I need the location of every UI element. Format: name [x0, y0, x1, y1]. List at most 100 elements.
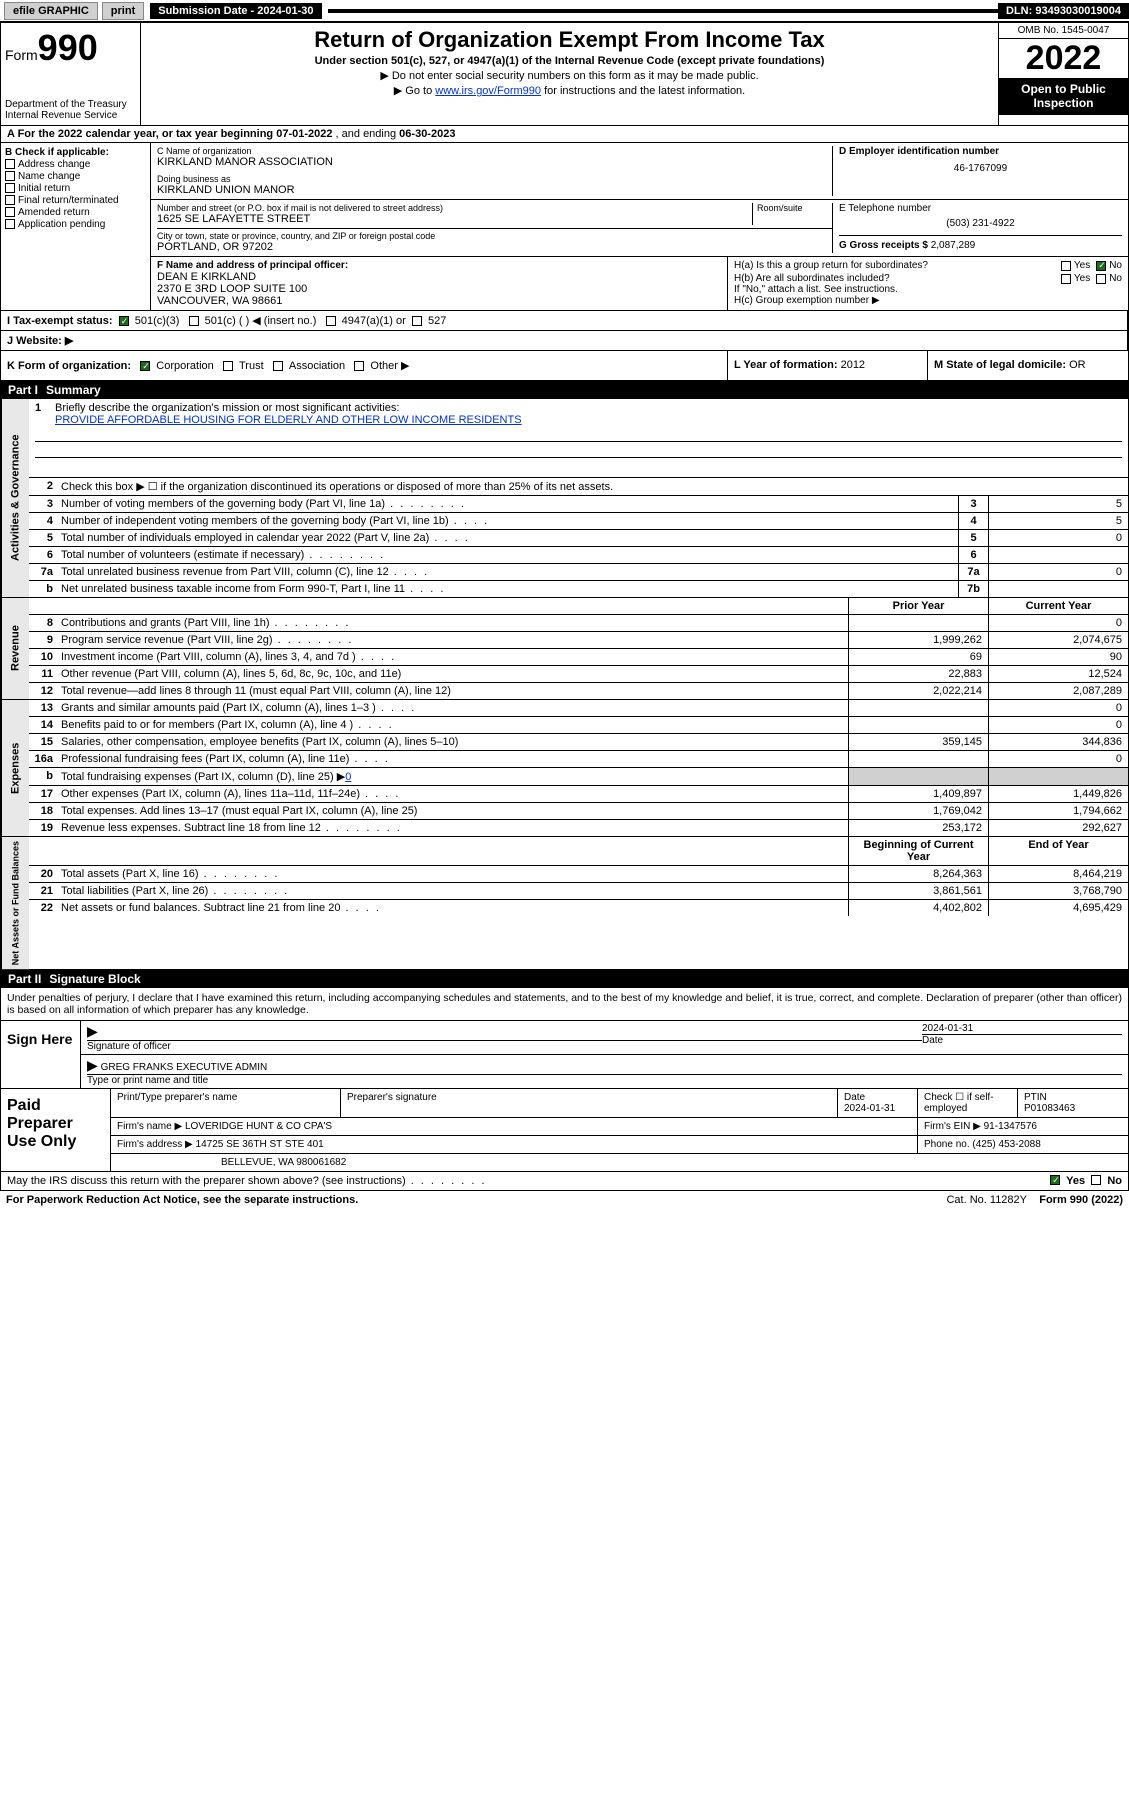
- chk-trust[interactable]: [223, 361, 233, 371]
- street-label: Number and street (or P.O. box if mail i…: [157, 203, 752, 213]
- form-header: Form990 Department of the Treasury Inter…: [0, 22, 1129, 126]
- line14-label: Benefits paid to or for members (Part IX…: [57, 717, 848, 733]
- line8-curr: 0: [988, 615, 1128, 631]
- line9-label: Program service revenue (Part VIII, line…: [57, 632, 848, 648]
- form-number: 990: [38, 27, 98, 68]
- dept-label: Department of the Treasury: [5, 99, 136, 110]
- top-toolbar: efile GRAPHIC print Submission Date - 20…: [0, 0, 1129, 22]
- chk-application-pending[interactable]: [5, 219, 15, 229]
- chk-other[interactable]: [354, 361, 364, 371]
- side-net-assets: Net Assets or Fund Balances: [1, 837, 29, 969]
- line21-label: Total liabilities (Part X, line 26): [57, 883, 848, 899]
- check-if-applicable: B Check if applicable: Address change Na…: [1, 143, 151, 310]
- lab-other: Other ▶: [370, 360, 409, 372]
- line21-prior: 3,861,561: [848, 883, 988, 899]
- tax-year-row: A For the 2022 calendar year, or tax yea…: [0, 126, 1129, 143]
- cat-number: Cat. No. 11282Y: [946, 1194, 1027, 1206]
- prep-date-value: 2024-01-31: [844, 1103, 895, 1114]
- city-label: City or town, state or province, country…: [157, 231, 832, 241]
- chk-name-change[interactable]: [5, 171, 15, 181]
- org-name: KIRKLAND MANOR ASSOCIATION: [157, 156, 832, 168]
- hb-label: H(b) Are all subordinates included?: [734, 273, 1061, 284]
- line12-curr: 2,087,289: [988, 683, 1128, 699]
- line1-value: PROVIDE AFFORDABLE HOUSING FOR ELDERLY A…: [55, 414, 1122, 426]
- line5-value: 0: [988, 530, 1128, 546]
- chk-initial-return[interactable]: [5, 183, 15, 193]
- lab-501c3: 501(c)(3): [135, 315, 180, 327]
- m-value: OR: [1069, 359, 1086, 371]
- chk-ha-yes[interactable]: [1061, 261, 1071, 271]
- note-link-pre: ▶ Go to: [394, 85, 435, 97]
- line18-curr: 1,794,662: [988, 803, 1128, 819]
- website-label: J Website: ▶: [7, 334, 73, 347]
- chk-final-return[interactable]: [5, 195, 15, 205]
- row-a-mid: , and ending: [336, 128, 400, 140]
- part-1-name: Part I: [8, 383, 46, 397]
- lab-initial-return: Initial return: [18, 183, 70, 194]
- firm-addr1-value: 14725 SE 36TH ST STE 401: [196, 1139, 324, 1150]
- chk-ha-no[interactable]: [1096, 261, 1106, 271]
- year-block: OMB No. 1545-0047 2022 Open to Public In…: [998, 23, 1128, 125]
- chk-501c[interactable]: [189, 316, 199, 326]
- chk-discuss-no[interactable]: [1091, 1175, 1101, 1185]
- phone-value: (503) 231-4922: [839, 218, 1122, 229]
- entity-details: C Name of organization KIRKLAND MANOR AS…: [151, 143, 1128, 310]
- line8-prior: [848, 615, 988, 631]
- hb-note: If "No," attach a list. See instructions…: [734, 284, 1122, 295]
- line14-curr: 0: [988, 717, 1128, 733]
- officer-addr1: 2370 E 3RD LOOP SUITE 100: [157, 283, 721, 295]
- omb-number: OMB No. 1545-0047: [999, 23, 1128, 39]
- phone-label: E Telephone number: [839, 203, 1122, 214]
- side-revenue: Revenue: [1, 598, 29, 699]
- tax-exempt-row: I Tax-exempt status: 501(c)(3) 501(c) ( …: [0, 311, 1129, 331]
- city-value: PORTLAND, OR 97202: [157, 241, 832, 253]
- sig-date-value: 2024-01-31: [922, 1023, 973, 1034]
- part-1-title: Summary: [46, 383, 101, 397]
- lab-corp: Corporation: [156, 360, 213, 372]
- form-number-block: Form990 Department of the Treasury Inter…: [1, 23, 141, 125]
- chk-discuss-yes[interactable]: [1050, 1175, 1060, 1185]
- line9-prior: 1,999,262: [848, 632, 988, 648]
- paperwork-footer: For Paperwork Reduction Act Notice, see …: [0, 1191, 1129, 1209]
- line14-prior: [848, 717, 988, 733]
- print-button[interactable]: print: [102, 2, 144, 20]
- irs-link[interactable]: www.irs.gov/Form990: [435, 85, 541, 97]
- chk-assoc[interactable]: [273, 361, 283, 371]
- chk-hb-yes[interactable]: [1061, 274, 1071, 284]
- line4-label: Number of independent voting members of …: [57, 513, 958, 529]
- toolbar-spacer: [328, 9, 998, 13]
- status-i-label: I Tax-exempt status:: [7, 315, 113, 327]
- chk-corp[interactable]: [140, 361, 150, 371]
- arrow-icon-2: ▶: [87, 1057, 98, 1073]
- chk-501c3[interactable]: [119, 316, 129, 326]
- lab-527: 527: [428, 315, 446, 327]
- side-expenses: Expenses: [1, 700, 29, 836]
- chk-4947[interactable]: [326, 316, 336, 326]
- chk-527[interactable]: [412, 316, 422, 326]
- chk-amended[interactable]: [5, 207, 15, 217]
- firm-addr-label: Firm's address ▶: [117, 1139, 193, 1150]
- firm-phone-label: Phone no.: [924, 1139, 970, 1150]
- line12-prior: 2,022,214: [848, 683, 988, 699]
- arrow-icon: ▶: [87, 1023, 98, 1039]
- col-b-hdr: B Check if applicable:: [5, 147, 146, 158]
- ptin-value: P01083463: [1024, 1103, 1075, 1114]
- sign-here-label: Sign Here: [1, 1021, 81, 1088]
- lab-assoc: Association: [289, 360, 345, 372]
- line20-label: Total assets (Part X, line 16): [57, 866, 848, 882]
- form-note-link: ▶ Go to www.irs.gov/Form990 for instruct…: [147, 84, 992, 97]
- line22-curr: 4,695,429: [988, 900, 1128, 916]
- ein-value: 46-1767099: [839, 163, 1122, 174]
- ha-no: No: [1109, 260, 1122, 271]
- chk-address-change[interactable]: [5, 159, 15, 169]
- chk-hb-no[interactable]: [1096, 274, 1106, 284]
- line16b-curr: [988, 768, 1128, 785]
- discuss-label: May the IRS discuss this return with the…: [7, 1175, 487, 1187]
- line7b-label: Net unrelated business taxable income fr…: [57, 581, 958, 597]
- efile-button[interactable]: efile GRAPHIC: [4, 2, 98, 20]
- line17-label: Other expenses (Part IX, column (A), lin…: [57, 786, 848, 802]
- firm-ein-value: 91-1347576: [984, 1121, 1037, 1132]
- dba-value: KIRKLAND UNION MANOR: [157, 184, 832, 196]
- line10-prior: 69: [848, 649, 988, 665]
- hdr-prior-year: Prior Year: [848, 598, 988, 614]
